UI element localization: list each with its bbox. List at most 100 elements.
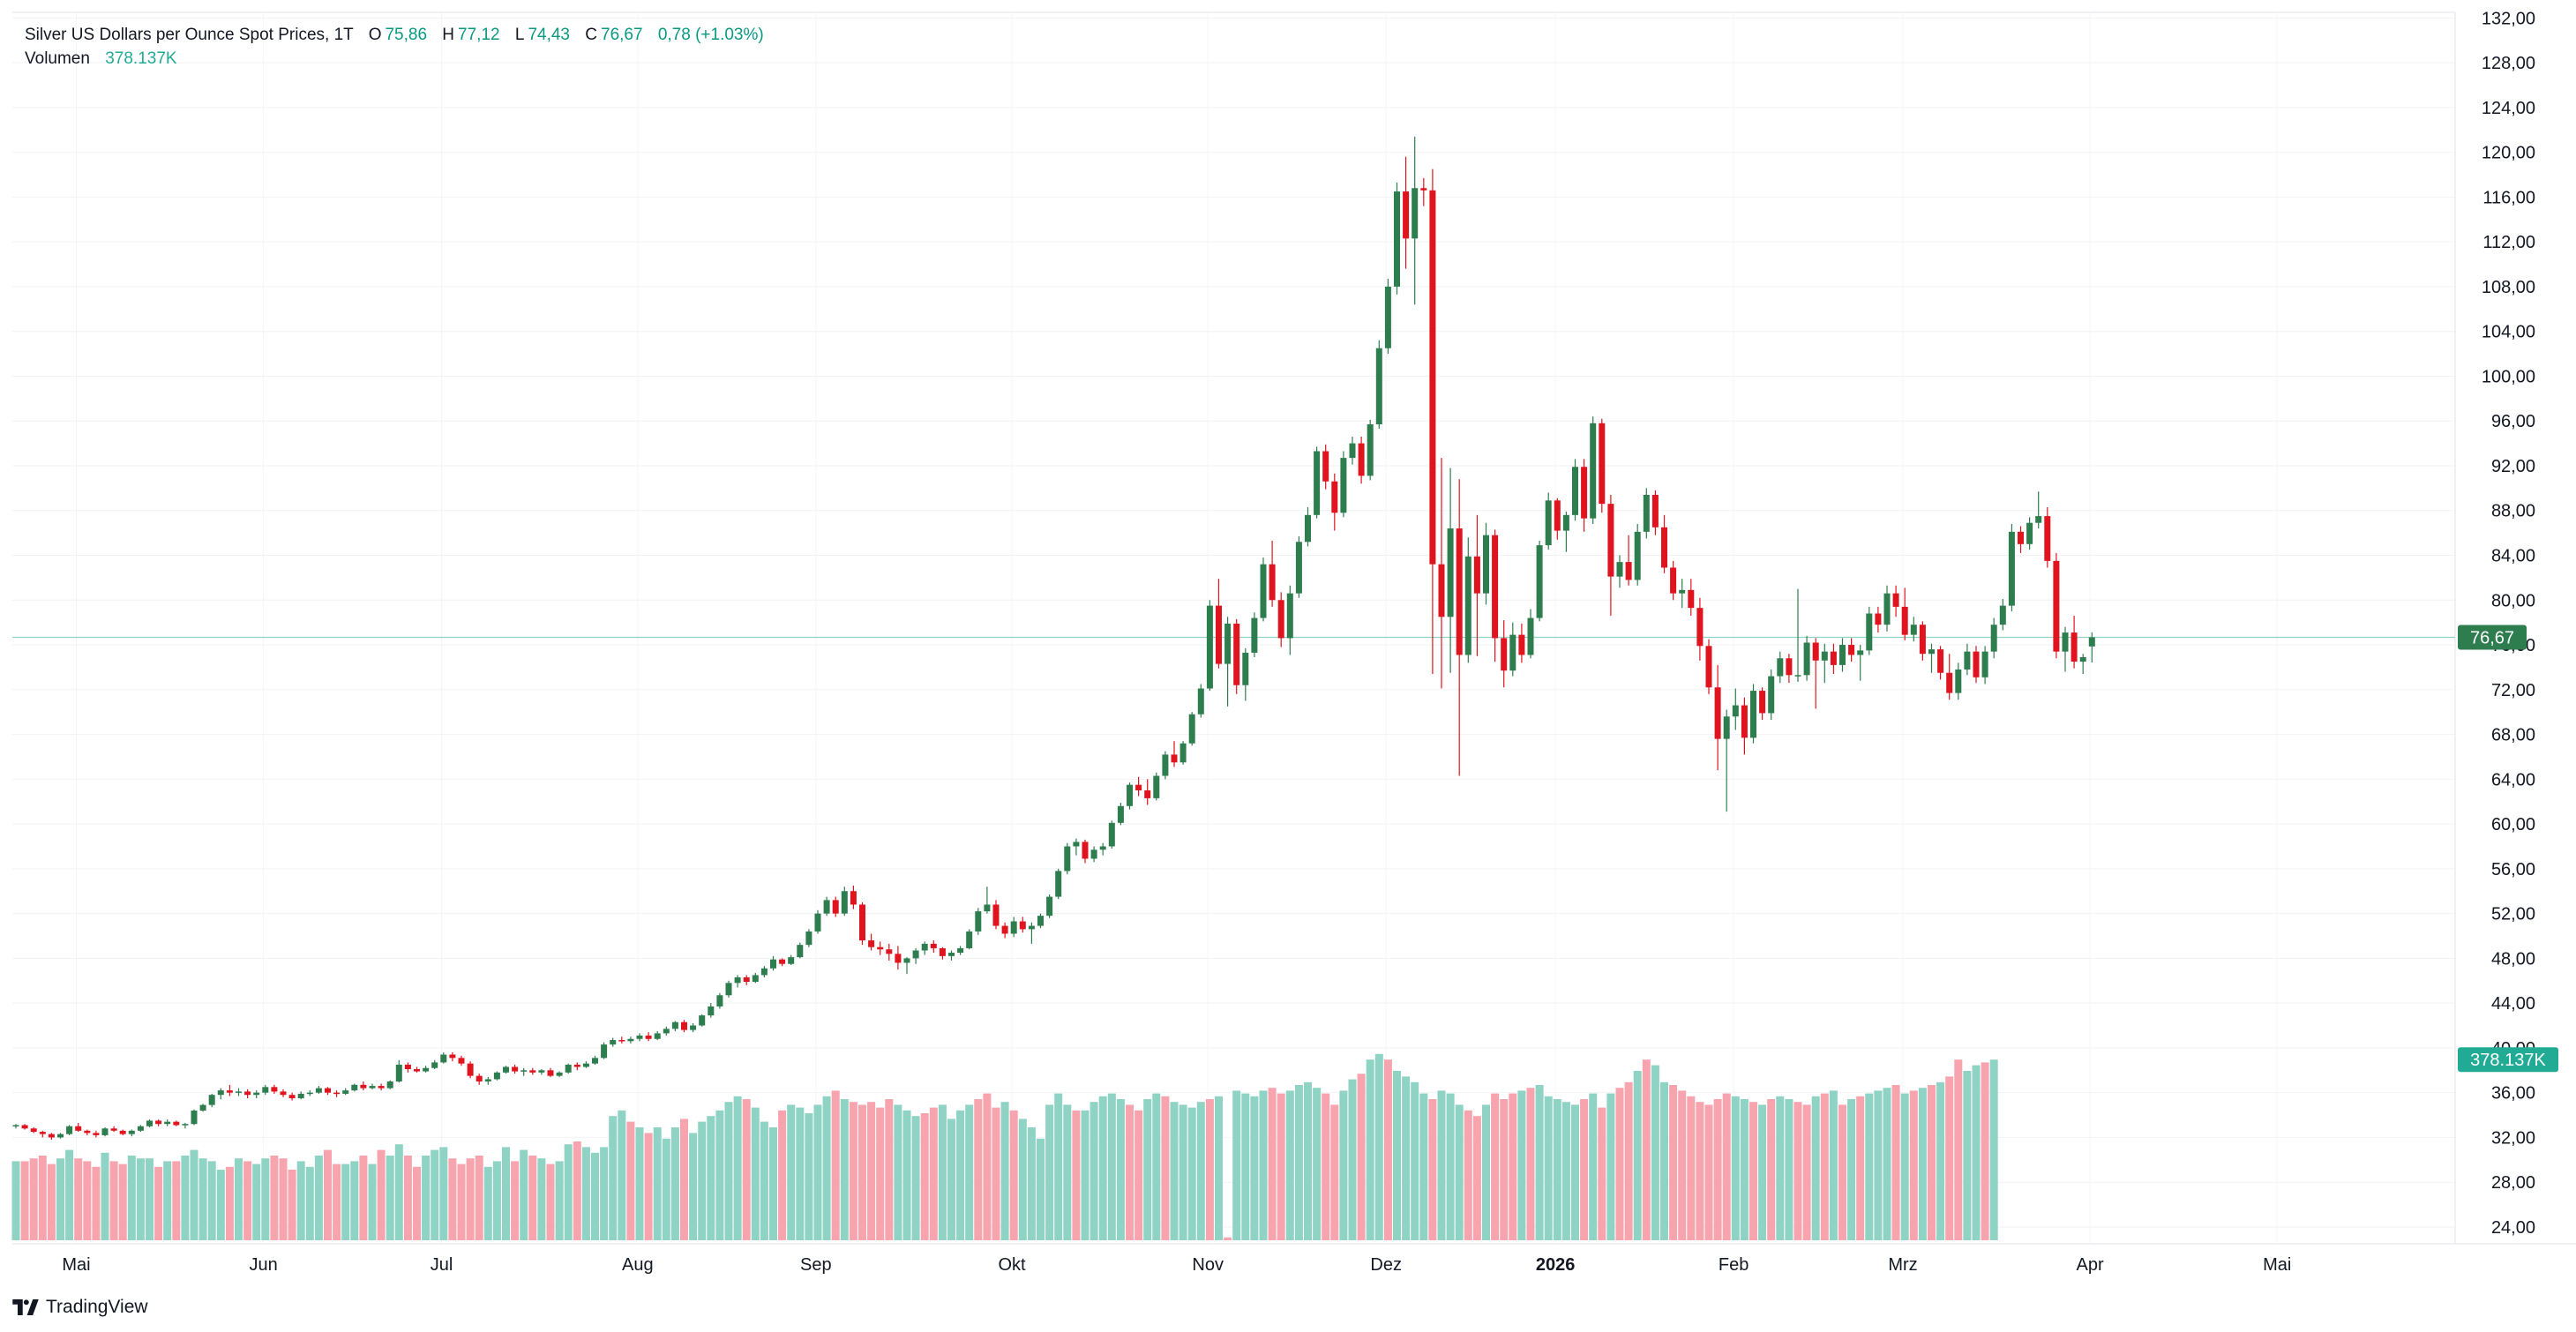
candle-body [1990,625,1997,652]
volume-bar [20,1161,29,1240]
candle-body [1518,634,1525,655]
volume-bar [1170,1102,1179,1240]
candle-body [957,947,964,954]
candle-body [414,1069,420,1072]
candle-body [895,954,902,963]
volume-bar [198,1158,207,1240]
volume-bar [225,1166,234,1240]
candle-body [1786,658,1793,676]
candle-body [1999,605,2006,625]
volume-bar [92,1166,101,1240]
candle-body [1821,651,1828,661]
low-value: 74,43 [528,26,570,44]
x-tick-label: Feb [1719,1255,1749,1275]
candle-body [1019,921,1026,930]
candle-body [1464,556,1471,655]
candle-body [1536,545,1543,618]
volume-label[interactable]: Volumen [25,49,90,68]
volume-bar [1446,1093,1455,1240]
volume-bar [867,1102,876,1240]
candle-body [306,1092,313,1095]
candle-body [1590,423,1597,519]
volume-bar [1802,1104,1811,1240]
volume-bar [146,1158,154,1240]
candle-body [182,1124,189,1126]
volume-bar [1624,1081,1633,1240]
price-axis[interactable]: 132,00 128,00 124,00 120,00 116,00 112,00 108,… [2482,9,2535,1238]
candle-body [2088,637,2095,647]
x-tick-label: Mrz [1888,1255,1917,1275]
volume-bar [1928,1085,1936,1240]
volume-bar [1571,1104,1579,1240]
candle-body [1910,625,1917,635]
volume-bar [1268,1088,1277,1240]
candle-body [423,1067,430,1072]
volume-bar [1517,1090,1526,1240]
volume-bar [1963,1071,1972,1240]
candle-body [431,1062,438,1068]
close-label: C [585,26,597,44]
candle-body [975,911,982,932]
candle-body [1883,593,1891,625]
symbol-title[interactable]: Silver US Dollars per Ounce Spot Prices,… [25,26,354,44]
candle-body [992,904,1000,926]
time-axis[interactable]: Mai Jun Jul Aug Sep Okt Nov Dez 2026 Feb Mrz Apr Mai [62,1255,2291,1275]
volume-bar [235,1158,243,1240]
volume-bar [1428,1099,1437,1240]
y-tick-label: 104,00 [2482,323,2535,342]
candle-body [458,1058,465,1064]
candle-body [288,1095,296,1099]
candle-body [930,943,937,948]
candle-body [1295,542,1302,594]
volume-bar [288,1170,296,1240]
candle-body [467,1063,474,1076]
candle-body [760,968,768,976]
volume-bar [715,1110,724,1240]
candle-body [173,1121,180,1126]
candle-body [1545,500,1552,546]
volume-bar [1383,1059,1392,1240]
candle-body [1286,593,1293,639]
candle-body [877,947,884,950]
volume-bar [1322,1093,1330,1240]
volume-bar [305,1166,314,1240]
volume-bar [38,1156,47,1240]
candle-body [601,1044,608,1059]
candle-body [850,891,857,905]
volume-bar [670,1127,679,1240]
candle-body [1777,658,1784,677]
volume-bar [1000,1102,1009,1240]
tradingview-logo[interactable]: TradingView [12,1297,148,1318]
volume-bar [314,1156,323,1240]
candle-body [1447,528,1454,617]
y-tick-label: 84,00 [2491,547,2535,566]
candle-body [708,1006,715,1016]
volume-bar [47,1164,56,1240]
volume-bar [1785,1099,1793,1240]
candle-body [966,931,973,948]
volume-bar [333,1164,341,1240]
candle-body [1928,649,1935,655]
volume-bar [1776,1096,1785,1240]
candle-body [1946,672,1953,693]
volume-bar [742,1099,751,1240]
volume-bar [1205,1099,1214,1240]
volume-bar [1179,1104,1187,1240]
candle-body [271,1087,278,1092]
volume-bar [1027,1127,1036,1240]
volume-bar [1081,1110,1090,1240]
volume-bar [1232,1090,1241,1240]
volume-bar [1224,1237,1232,1240]
candle-body [1367,424,1374,476]
volume-bar [29,1158,38,1240]
y-tick-label: 52,00 [2491,905,2535,924]
candle-body [262,1087,269,1093]
volume-bar [689,1133,698,1240]
candle-body [770,959,776,969]
candle-body [476,1075,483,1081]
candle-body [1483,535,1489,594]
candle-body [512,1066,519,1072]
volume-bar [662,1138,670,1240]
volume-bar [698,1121,707,1240]
